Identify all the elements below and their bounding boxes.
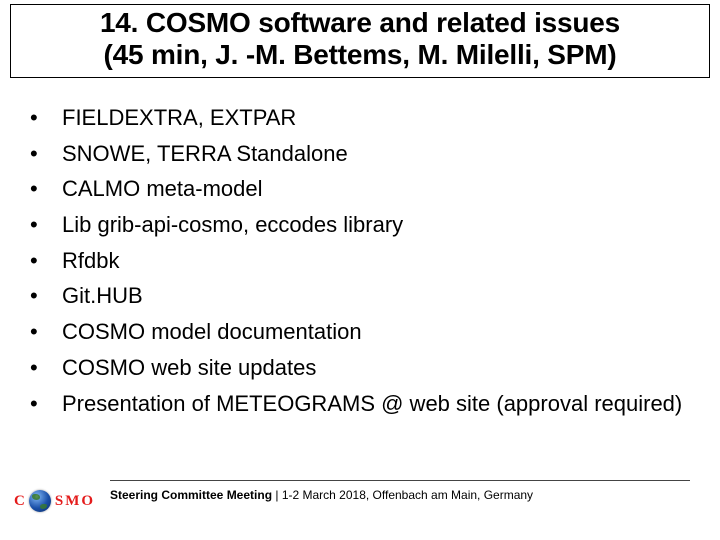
footer: Steering Committee Meeting | 1-2 March 2… [0, 480, 720, 520]
bullet-icon: • [30, 139, 62, 169]
list-item: • Git.HUB [30, 278, 700, 314]
bullet-text: COSMO model documentation [62, 317, 362, 347]
footer-rest: | 1-2 March 2018, Offenbach am Main, Ger… [272, 488, 533, 502]
bullet-icon: • [30, 246, 62, 276]
bullet-icon: • [30, 103, 62, 133]
list-item: • Lib grib-api-cosmo, eccodes library [30, 207, 700, 243]
title-line-2: (45 min, J. -M. Bettems, M. Milelli, SPM… [19, 39, 701, 71]
list-item: • CALMO meta-model [30, 171, 700, 207]
globe-icon [29, 490, 51, 512]
bullet-icon: • [30, 389, 62, 419]
footer-divider [110, 480, 690, 481]
bullet-icon: • [30, 353, 62, 383]
logo-letter-s: S [55, 493, 63, 510]
bullet-text: CALMO meta-model [62, 174, 263, 204]
bullet-text: Git.HUB [62, 281, 143, 311]
bullet-text: SNOWE, TERRA Standalone [62, 139, 348, 169]
logo-letter-o: O [81, 493, 93, 510]
bullet-icon: • [30, 174, 62, 204]
bullet-list: • FIELDEXTRA, EXTPAR • SNOWE, TERRA Stan… [30, 100, 700, 421]
logo-letter-c: C [14, 493, 25, 510]
list-item: • FIELDEXTRA, EXTPAR [30, 100, 700, 136]
title-line-1: 14. COSMO software and related issues [19, 7, 701, 39]
bullet-icon: • [30, 210, 62, 240]
bullet-text: Lib grib-api-cosmo, eccodes library [62, 210, 403, 240]
list-item: • COSMO web site updates [30, 350, 700, 386]
list-item: • COSMO model documentation [30, 314, 700, 350]
list-item: • Presentation of METEOGRAMS @ web site … [30, 386, 700, 422]
bullet-icon: • [30, 317, 62, 347]
footer-text: Steering Committee Meeting | 1-2 March 2… [110, 488, 690, 502]
logo-letter-m: M [65, 493, 79, 510]
list-item: • Rfdbk [30, 243, 700, 279]
cosmo-logo: C S M O [14, 490, 93, 512]
footer-strong: Steering Committee Meeting [110, 488, 272, 502]
bullet-text: Presentation of METEOGRAMS @ web site (a… [62, 389, 682, 419]
bullet-icon: • [30, 281, 62, 311]
bullet-text: FIELDEXTRA, EXTPAR [62, 103, 296, 133]
list-item: • SNOWE, TERRA Standalone [30, 136, 700, 172]
slide: 14. COSMO software and related issues (4… [0, 0, 720, 540]
title-box: 14. COSMO software and related issues (4… [10, 4, 710, 78]
bullet-text: Rfdbk [62, 246, 119, 276]
bullet-text: COSMO web site updates [62, 353, 316, 383]
